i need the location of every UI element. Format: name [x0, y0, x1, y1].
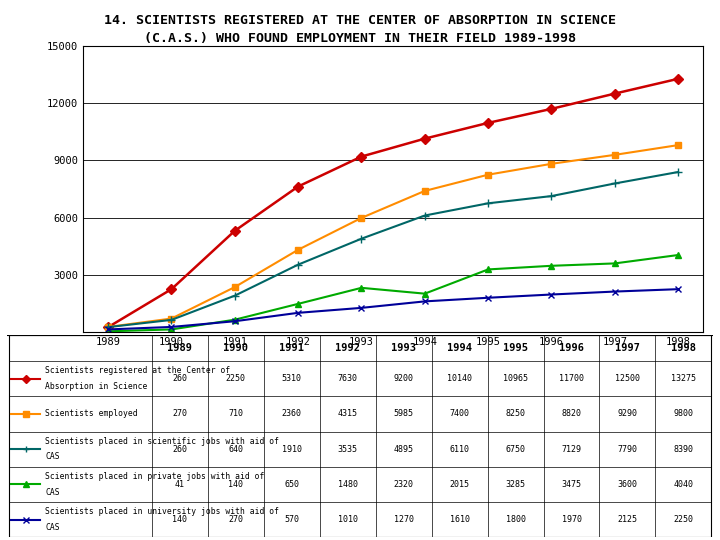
Text: 9200: 9200	[394, 374, 414, 383]
Text: 1997: 1997	[615, 343, 640, 353]
Text: 2360: 2360	[282, 409, 302, 418]
Text: 1270: 1270	[394, 515, 414, 524]
Text: 5985: 5985	[394, 409, 414, 418]
Text: 14. SCIENTISTS REGISTERED AT THE CENTER OF ABSORPTION IN SCIENCE: 14. SCIENTISTS REGISTERED AT THE CENTER …	[104, 14, 616, 26]
Text: 1910: 1910	[282, 445, 302, 454]
Text: 640: 640	[228, 445, 243, 454]
Text: Scientists placed in private jobs with aid of: Scientists placed in private jobs with a…	[45, 472, 265, 481]
Text: 5310: 5310	[282, 374, 302, 383]
Text: 1970: 1970	[562, 515, 582, 524]
Text: 13275: 13275	[671, 374, 696, 383]
Text: 7630: 7630	[338, 374, 358, 383]
Text: 3535: 3535	[338, 445, 358, 454]
Text: CAS: CAS	[45, 523, 60, 532]
Text: 2015: 2015	[449, 480, 469, 489]
Text: 140: 140	[172, 515, 187, 524]
Text: 2125: 2125	[618, 515, 637, 524]
Text: 1994: 1994	[447, 343, 472, 353]
Text: CAS: CAS	[45, 488, 60, 497]
Text: Scientists placed in scientific jobs with aid of: Scientists placed in scientific jobs wit…	[45, 437, 279, 446]
Text: 11700: 11700	[559, 374, 584, 383]
Text: 6750: 6750	[505, 445, 526, 454]
Text: 8390: 8390	[673, 445, 693, 454]
Text: 7790: 7790	[618, 445, 637, 454]
Text: 140: 140	[228, 480, 243, 489]
Text: 12500: 12500	[615, 374, 640, 383]
Text: 3600: 3600	[618, 480, 637, 489]
Text: 8820: 8820	[562, 409, 582, 418]
Text: 3285: 3285	[505, 480, 526, 489]
Text: 3475: 3475	[562, 480, 582, 489]
Text: Absorption in Science: Absorption in Science	[45, 382, 148, 391]
Text: 260: 260	[172, 445, 187, 454]
Text: 2250: 2250	[226, 374, 246, 383]
Text: 1995: 1995	[503, 343, 528, 353]
Text: 260: 260	[172, 374, 187, 383]
Text: Scientists employed: Scientists employed	[45, 409, 138, 418]
Text: 41: 41	[175, 480, 185, 489]
Text: 7400: 7400	[449, 409, 469, 418]
Text: 1991: 1991	[279, 343, 305, 353]
Text: 1993: 1993	[391, 343, 416, 353]
Text: 7129: 7129	[562, 445, 582, 454]
Text: 1480: 1480	[338, 480, 358, 489]
Text: 4040: 4040	[673, 480, 693, 489]
Text: CAS: CAS	[45, 453, 60, 462]
Text: 4895: 4895	[394, 445, 414, 454]
Text: 1990: 1990	[223, 343, 248, 353]
Text: 270: 270	[228, 515, 243, 524]
Text: 9290: 9290	[618, 409, 637, 418]
Text: 710: 710	[228, 409, 243, 418]
Text: 4315: 4315	[338, 409, 358, 418]
Text: 10965: 10965	[503, 374, 528, 383]
Text: 1989: 1989	[167, 343, 192, 353]
Text: 9800: 9800	[673, 409, 693, 418]
Text: 1992: 1992	[336, 343, 360, 353]
Text: 570: 570	[284, 515, 300, 524]
Text: 1996: 1996	[559, 343, 584, 353]
Text: 1998: 1998	[671, 343, 696, 353]
Text: 650: 650	[284, 480, 300, 489]
Text: (C.A.S.) WHO FOUND EMPLOYMENT IN THEIR FIELD 1989-1998: (C.A.S.) WHO FOUND EMPLOYMENT IN THEIR F…	[144, 32, 576, 45]
Text: 1610: 1610	[449, 515, 469, 524]
Text: 270: 270	[172, 409, 187, 418]
Text: 8250: 8250	[505, 409, 526, 418]
Text: 1800: 1800	[505, 515, 526, 524]
Text: Scientists registered at the Center of: Scientists registered at the Center of	[45, 367, 230, 375]
Text: 1010: 1010	[338, 515, 358, 524]
Text: 10140: 10140	[447, 374, 472, 383]
Text: Scientists placed in university jobs with aid of: Scientists placed in university jobs wit…	[45, 508, 279, 516]
Text: 2320: 2320	[394, 480, 414, 489]
Text: 6110: 6110	[449, 445, 469, 454]
Text: 2250: 2250	[673, 515, 693, 524]
